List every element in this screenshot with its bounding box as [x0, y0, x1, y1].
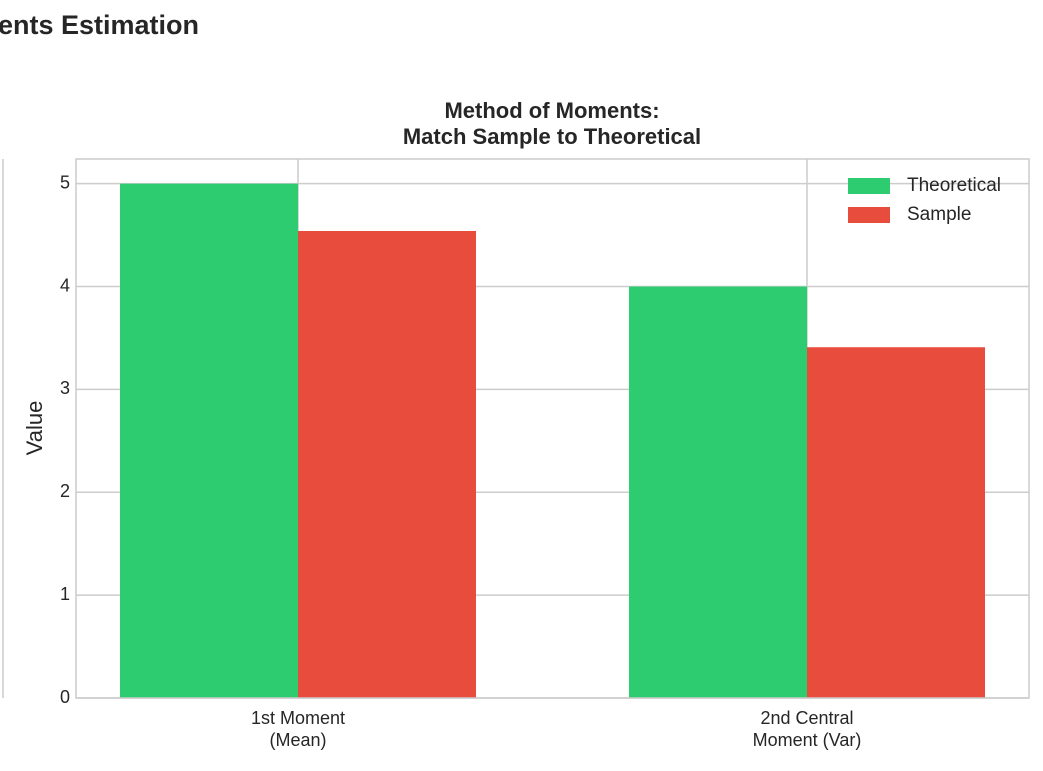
legend-label: Theoretical: [907, 175, 1001, 196]
y-tick-label: 4: [60, 275, 70, 295]
y-tick-label: 0: [60, 687, 70, 707]
y-tick-label: 2: [60, 481, 70, 501]
bar: [298, 231, 476, 698]
x-tick-label: 1st Moment (Mean): [251, 708, 345, 750]
suptitle: ents Estimation: [0, 10, 199, 40]
y-tick-label: 5: [60, 172, 70, 192]
legend-label: Sample: [907, 204, 971, 225]
legend-swatch: [848, 207, 890, 223]
legend-swatch: [848, 178, 890, 194]
chart-title: Method of Moments: Match Sample to Theore…: [403, 98, 701, 149]
y-tick-label: 1: [60, 584, 70, 604]
plot-frame: [75, 158, 1030, 699]
y-axis-label: Value: [22, 401, 47, 456]
bar: [629, 286, 807, 698]
y-tick-label: 3: [60, 378, 70, 398]
bar: [807, 347, 985, 698]
x-tick-label: 2nd Central Moment (Var): [753, 708, 862, 750]
bar: [120, 183, 298, 699]
